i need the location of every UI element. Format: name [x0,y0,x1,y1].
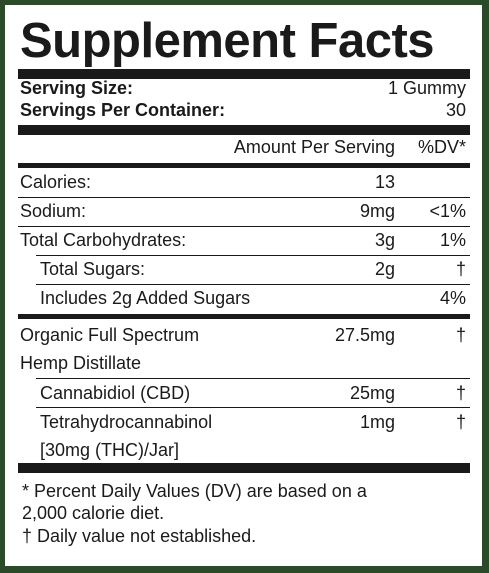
nutrient-name-sodium: Sodium: [20,201,87,221]
nutrient-amount-total-sugars: 2g [374,259,395,279]
ingredient-dv-thc: † [455,412,466,432]
divider-medium [18,163,470,168]
divider-thick [18,125,470,135]
ingredient-name-thc-line2: [30mg (THC)/Jar] [40,440,180,460]
ingredient-name-cbd: Cannabidiol (CBD) [40,383,191,403]
nutrient-dv-total-carbohydrates: 1% [439,230,466,250]
row-rule [36,255,470,256]
ingredient-name-thc-line1: Tetrahydrocannabinol [40,412,213,432]
nutrient-dv-sodium: <1% [429,201,466,221]
servings-per-container-value: 30 [445,100,466,120]
ingredient-amount-hemp: 27.5mg [334,325,395,345]
row-rule [36,378,470,379]
footnote-dagger: † Daily value not established. [22,526,257,546]
servings-per-container-label: Servings Per Container: [20,100,226,120]
row-rule [18,197,470,198]
row-rule [36,407,470,408]
row-rule [36,284,470,285]
divider-thick [18,463,470,473]
divider-thick [18,69,470,79]
ingredient-amount-thc: 1mg [359,412,395,432]
ingredient-dv-cbd: † [455,383,466,403]
nutrient-dv-total-sugars: † [455,259,466,279]
ingredient-name-hemp-line2: Hemp Distillate [20,353,142,373]
ingredient-name-hemp-line1: Organic Full Spectrum [20,325,200,345]
footnote-dv-cont: 2,000 calorie diet. [22,503,165,523]
nutrient-name-added-sugars: Includes 2g Added Sugars [40,288,251,308]
panel-title: Supplement Facts [20,14,435,68]
serving-size-value: 1 Gummy [387,78,466,98]
divider-medium [18,314,470,319]
nutrient-amount-total-carbohydrates: 3g [374,230,395,250]
nutrient-name-total-carbohydrates: Total Carbohydrates: [20,230,187,250]
nutrient-dv-added-sugars: 4% [439,288,466,308]
nutrient-name-calories: Calories: [20,172,92,192]
footnote-dv: * Percent Daily Values (DV) are based on… [22,481,367,501]
ingredient-amount-cbd: 25mg [349,383,395,403]
nutrient-amount-calories: 13 [374,172,395,192]
ingredient-dv-hemp: † [455,325,466,345]
amount-per-serving-header: Amount Per Serving [233,137,395,157]
nutrient-amount-sodium: 9mg [359,201,395,221]
row-rule [18,226,470,227]
serving-size-label: Serving Size: [20,78,134,98]
supplement-facts-panel: Supplement Facts Serving Size: 1 Gummy S… [5,5,482,566]
nutrient-name-total-sugars: Total Sugars: [40,259,146,279]
dv-header: %DV* [417,137,466,157]
